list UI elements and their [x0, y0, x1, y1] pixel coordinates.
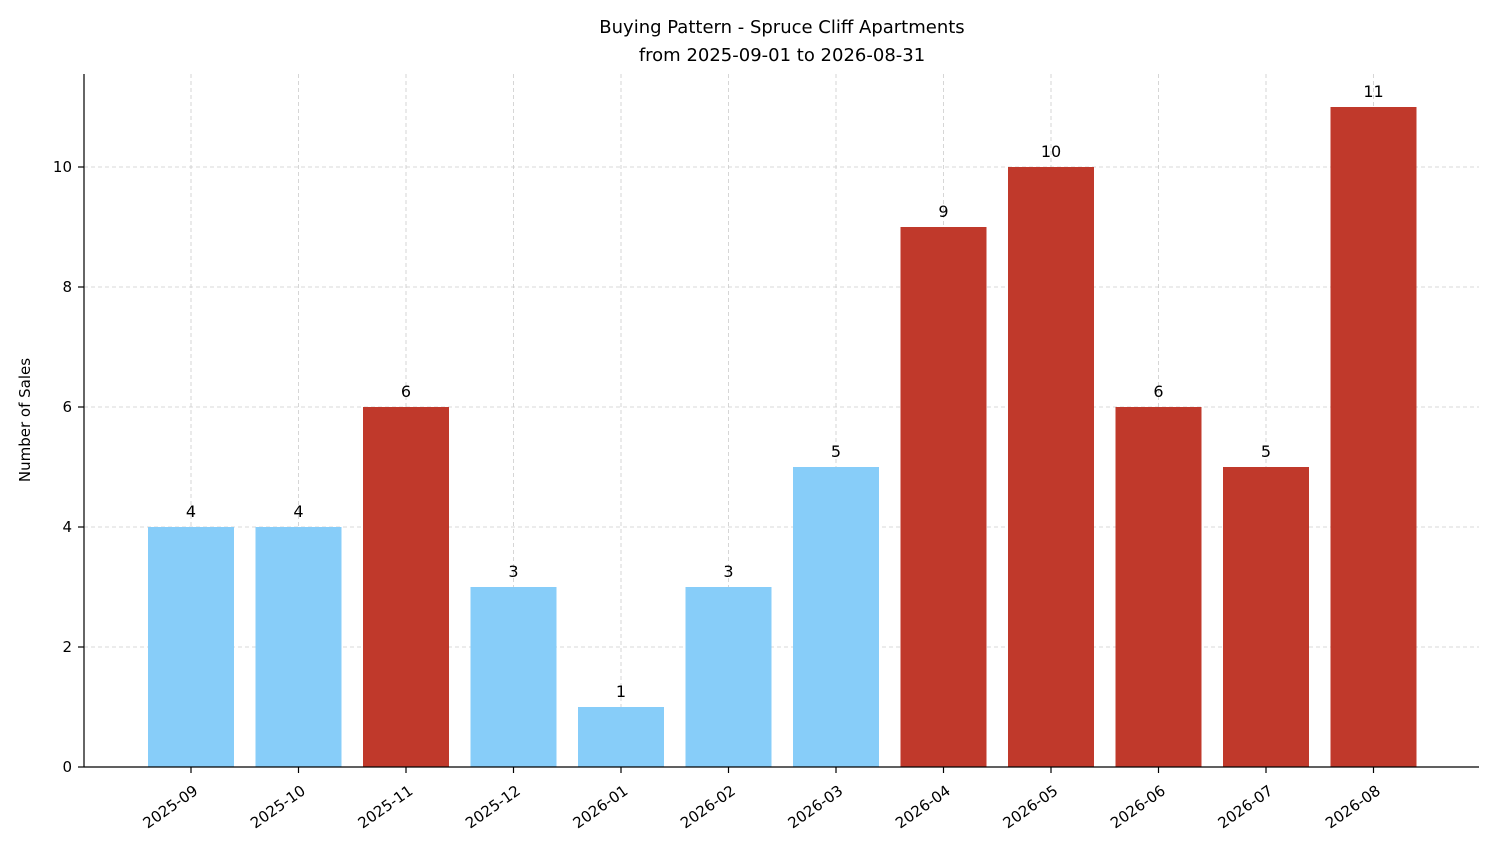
bar — [148, 527, 234, 767]
data-label: 4 — [186, 502, 196, 521]
data-label: 4 — [293, 502, 303, 521]
x-tick-label: 2026-01 — [570, 782, 632, 833]
x-tick-label: 2025-10 — [247, 782, 309, 833]
x-tick-label: 2026-06 — [1107, 782, 1169, 833]
data-label: 3 — [508, 562, 518, 581]
y-axis-label: Number of Sales — [16, 358, 34, 482]
data-label: 6 — [401, 382, 411, 401]
x-tick-label: 2026-02 — [677, 782, 739, 833]
data-label: 5 — [1261, 442, 1271, 461]
bar — [255, 527, 342, 767]
x-tick-label: 2026-03 — [785, 782, 847, 833]
data-label: 10 — [1041, 142, 1061, 161]
chart-subtitle: from 2025-09-01 to 2026-08-31 — [639, 45, 925, 66]
y-tick-label: 2 — [62, 638, 72, 656]
x-tick-label: 2026-04 — [892, 782, 954, 833]
y-tick-label: 4 — [62, 518, 72, 536]
y-tick-label: 6 — [62, 398, 72, 416]
bars — [148, 107, 1417, 767]
data-label: 1 — [616, 682, 626, 701]
chart-title: Buying Pattern - Spruce Cliff Apartments — [599, 17, 964, 38]
bar — [685, 587, 772, 767]
data-label: 5 — [831, 442, 841, 461]
bar — [470, 587, 557, 767]
data-label: 6 — [1153, 382, 1163, 401]
data-label: 9 — [938, 202, 948, 221]
y-tick-label: 0 — [62, 758, 72, 776]
x-tick-label: 2025-09 — [140, 782, 202, 833]
x-tick-label: 2025-12 — [462, 782, 524, 833]
bar — [900, 227, 987, 767]
y-tick-label: 8 — [62, 278, 72, 296]
bar — [793, 467, 879, 767]
x-tick-label: 2026-08 — [1322, 782, 1384, 833]
axes — [83, 74, 1479, 768]
bar — [1223, 467, 1309, 767]
bar — [578, 707, 664, 767]
x-tick-label: 2025-11 — [355, 782, 417, 833]
data-labels: 4 4 6 3 1 3 5 9 10 6 5 11 — [186, 82, 1384, 701]
x-tick-label: 2026-07 — [1215, 782, 1277, 833]
data-label: 11 — [1363, 82, 1383, 101]
bar — [1008, 167, 1094, 767]
bar — [1330, 107, 1417, 767]
x-tick-label: 2026-05 — [1000, 782, 1062, 833]
y-tick-label: 10 — [53, 158, 72, 176]
data-label: 3 — [723, 562, 733, 581]
bar — [363, 407, 449, 767]
bar — [1115, 407, 1202, 767]
